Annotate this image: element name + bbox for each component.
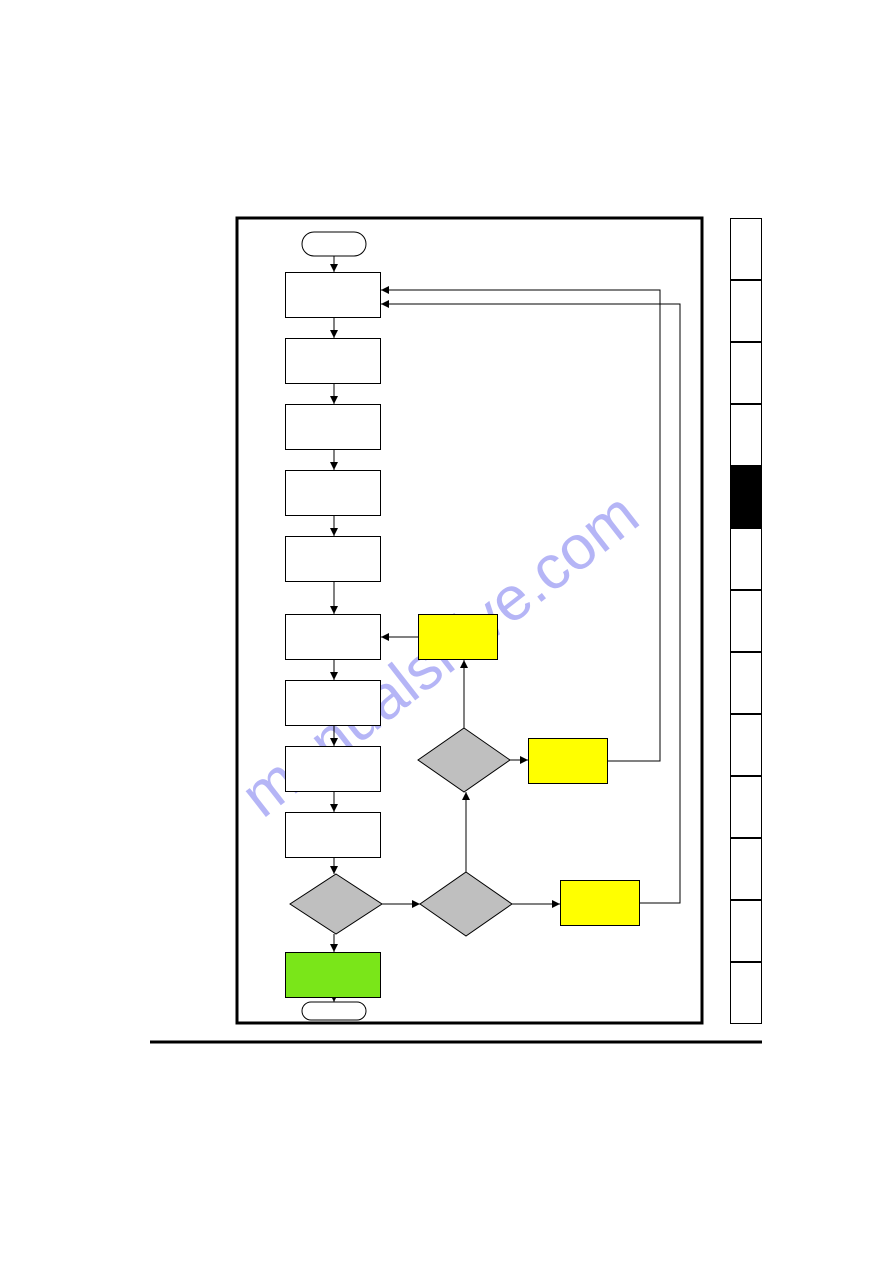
sidebar-cell-8 <box>730 714 762 776</box>
arrowhead-d2-y2 <box>520 756 528 764</box>
node-end <box>302 1002 366 1020</box>
node-p8 <box>285 746 381 792</box>
arrowhead-p9-d1 <box>330 866 338 874</box>
arrowhead-y2-p1 <box>381 286 389 294</box>
node-d3 <box>420 872 512 936</box>
node-d2 <box>418 728 510 792</box>
arrowhead-y1-p6 <box>381 633 389 641</box>
node-p3 <box>285 404 381 450</box>
sidebar-cell-1 <box>730 280 762 342</box>
page-stage: manualshive.com <box>0 0 893 1263</box>
node-p4 <box>285 470 381 516</box>
arrowhead-d1-d3 <box>412 900 420 908</box>
sidebar-cell-2 <box>730 342 762 404</box>
node-p1 <box>285 272 381 318</box>
arrowhead-d3-y3 <box>552 900 560 908</box>
node-d1 <box>290 874 382 934</box>
sidebar-cell-11 <box>730 900 762 962</box>
edge-y3-p1 <box>381 304 680 903</box>
arrowhead-p8-p9 <box>330 804 338 812</box>
sidebar-cell-4 <box>730 466 762 528</box>
arrowhead-p4-p5 <box>330 528 338 536</box>
node-p2 <box>285 338 381 384</box>
node-p6 <box>285 614 381 660</box>
node-start <box>302 232 366 256</box>
node-y1 <box>418 614 498 660</box>
arrowhead-y3-p1 <box>381 300 389 308</box>
node-p7 <box>285 680 381 726</box>
arrowhead-p6-p7 <box>330 672 338 680</box>
node-y2 <box>528 738 608 784</box>
sidebar-cell-12 <box>730 962 762 1024</box>
arrowhead-p5-p6 <box>330 606 338 614</box>
arrowhead-p7-p8 <box>330 738 338 746</box>
arrowhead-d1-pg <box>330 944 338 952</box>
node-p5 <box>285 536 381 582</box>
sidebar-cell-7 <box>730 652 762 714</box>
sidebar-cell-5 <box>730 528 762 590</box>
arrowhead-d2-y1 <box>460 660 468 668</box>
arrowhead-d3-d2 <box>462 792 470 800</box>
arrowhead-p3-p4 <box>330 462 338 470</box>
node-pg <box>285 952 381 998</box>
sidebar-cell-0 <box>730 218 762 280</box>
arrowhead-p2-p3 <box>330 396 338 404</box>
sidebar-cell-3 <box>730 404 762 466</box>
arrowhead-start-p1 <box>330 264 338 272</box>
node-p9 <box>285 812 381 858</box>
sidebar-cell-9 <box>730 776 762 838</box>
sidebar-cell-10 <box>730 838 762 900</box>
sidebar-cell-6 <box>730 590 762 652</box>
edge-y2-p1 <box>381 290 660 761</box>
arrowhead-p1-p2 <box>330 330 338 338</box>
node-y3 <box>560 880 640 926</box>
